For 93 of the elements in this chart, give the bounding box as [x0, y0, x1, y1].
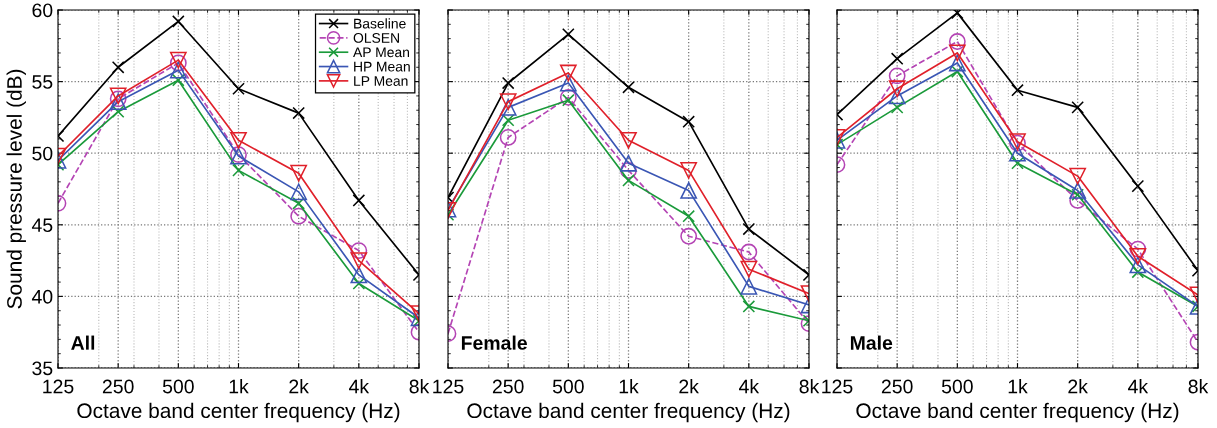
point: [682, 115, 695, 129]
point: [680, 227, 698, 245]
y-tick-label: 60: [32, 3, 53, 18]
x-tick-label: 500: [941, 379, 973, 394]
point: [1011, 156, 1024, 170]
point: [948, 33, 966, 50]
point: [1071, 101, 1084, 114]
x-tick-label: 2k: [1068, 379, 1088, 394]
point: [562, 28, 575, 41]
point: [948, 54, 966, 72]
point: [740, 260, 758, 278]
legend-label: AP Mean: [353, 47, 409, 58]
x-axis-title: Octave band center frequency (Hz): [467, 402, 790, 423]
point: [499, 98, 517, 116]
x-axis-title: Octave band center frequency (Hz): [856, 402, 1179, 423]
point: [290, 207, 308, 225]
point: [169, 61, 187, 79]
point: [559, 64, 577, 82]
x-tick-label: 4k: [739, 379, 760, 394]
point: [1011, 83, 1024, 97]
point: [620, 131, 637, 149]
x-tick-label: 125: [822, 379, 853, 394]
point: [562, 93, 575, 107]
point: [680, 182, 698, 199]
point: [501, 76, 515, 90]
point: [1069, 167, 1087, 185]
x-tick-label: 4k: [1128, 379, 1149, 394]
annotation: All: [71, 335, 95, 350]
point: [350, 266, 368, 284]
x-tick-label: 1k: [229, 379, 249, 394]
point: [742, 300, 756, 313]
point: [1069, 182, 1087, 199]
point: [230, 131, 247, 149]
x-tick-label: 8k: [1188, 379, 1209, 394]
point: [622, 81, 635, 94]
point: [682, 209, 695, 223]
point: [501, 113, 515, 127]
point: [740, 277, 758, 295]
y-tick-label: 40: [31, 289, 53, 304]
point: [1009, 144, 1026, 162]
point: [232, 164, 245, 177]
point: [680, 161, 698, 179]
point: [499, 129, 517, 146]
legend-label: LP Mean: [354, 76, 408, 86]
x-tick-label: 4k: [349, 379, 370, 394]
x-tick-label: 8k: [799, 379, 820, 394]
point: [292, 106, 305, 120]
y-axis-title: Sound pressure level (dB): [6, 69, 26, 309]
x-axis-title: Octave band center frequency (Hz): [77, 402, 400, 423]
x-tick-label: 250: [492, 379, 524, 394]
point: [290, 183, 308, 201]
x-tick-label: 250: [102, 379, 134, 394]
legend-label: HP Mean: [354, 61, 410, 72]
point: [350, 252, 368, 270]
legend-label: Baseline: [354, 18, 406, 29]
point: [559, 88, 577, 106]
point: [948, 44, 966, 62]
y-tick-label: 35: [32, 361, 53, 376]
point: [111, 60, 125, 74]
point: [622, 174, 635, 187]
y-tick-label: 45: [31, 218, 53, 233]
x-tick-label: 2k: [679, 379, 699, 394]
point: [1069, 192, 1087, 209]
x-tick-label: 1k: [619, 379, 639, 394]
point: [620, 161, 637, 179]
x-tick-label: 125: [433, 379, 464, 394]
point: [620, 154, 637, 172]
x-tick-label: 500: [552, 379, 584, 394]
x-tick-label: 250: [881, 379, 913, 394]
point: [172, 15, 185, 28]
x-tick-label: 500: [162, 379, 194, 394]
point: [951, 65, 964, 78]
x-tick-label: 8k: [409, 379, 430, 394]
point: [742, 222, 756, 236]
y-tick-label: 55: [32, 75, 53, 89]
point: [352, 194, 366, 207]
point: [290, 164, 308, 182]
point: [232, 82, 245, 96]
point: [740, 243, 758, 261]
point: [111, 105, 125, 118]
legend-label: OLSEN: [353, 33, 399, 43]
annotation: Female: [461, 335, 527, 350]
x-tick-label: 2k: [289, 379, 309, 394]
annotation: Male: [850, 335, 893, 350]
x-tick-label: 1k: [1008, 379, 1028, 394]
point: [292, 196, 305, 210]
x-tick-label: 125: [43, 379, 74, 394]
point: [172, 73, 185, 87]
y-tick-label: 50: [32, 146, 53, 161]
point: [559, 74, 577, 92]
point: [499, 93, 517, 111]
point: [352, 277, 366, 290]
point: [350, 242, 368, 259]
